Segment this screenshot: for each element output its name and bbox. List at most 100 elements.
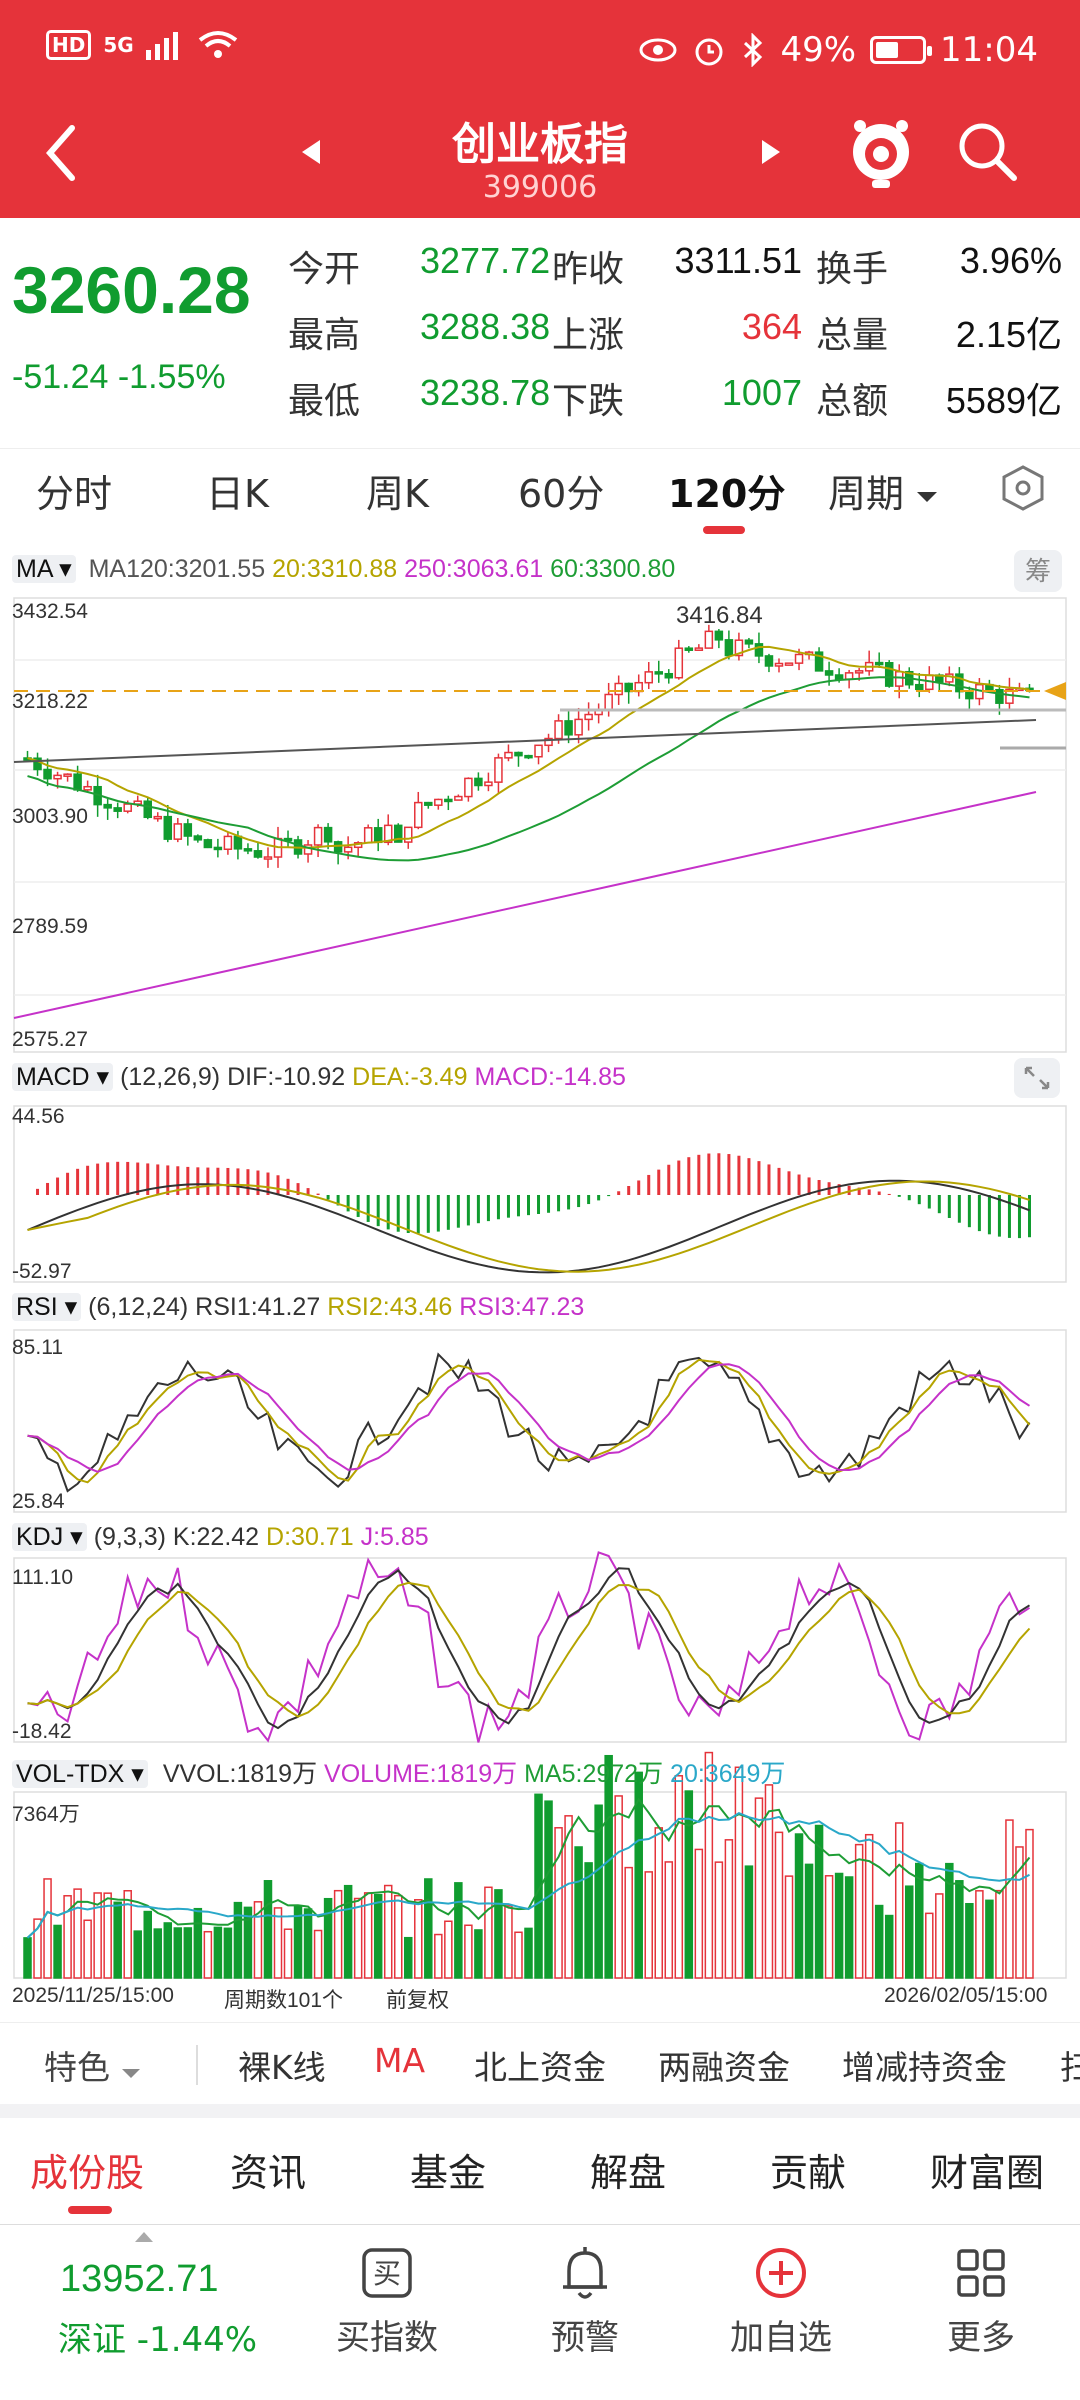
back-icon[interactable] [32,118,92,188]
candle-body [43,768,52,780]
candle-body [794,653,804,664]
quote-label-7: 下跌 [552,381,625,422]
candle-body [714,630,724,641]
kdj-selector[interactable]: KDJ ▾ [12,1523,87,1551]
feature-special[interactable]: 特色 [44,2041,141,2089]
tab-weekly-k[interactable]: 周K [366,472,429,516]
rsi-legend[interactable]: RSI ▾ (6,12,24) RSI1:41.27 RSI2:43.46 RS… [12,1292,584,1322]
quote-value-5: 2.15亿 [955,314,1062,355]
candle-body [323,826,333,843]
ma-selector[interactable]: MA ▾ MA120:3201.55 20:3310.88 250:3063.6… [12,554,675,584]
battery-text: 49% [780,30,857,70]
nav-more-label: 更多 [947,2318,1015,2358]
tab-constituents[interactable]: 成份股 [30,2151,145,2195]
quote-value-2: 3.96% [959,240,1062,281]
shenzhen-index-label[interactable]: 深证 -1.44% [58,2320,258,2360]
tab-analysis[interactable]: 解盘 [590,2151,667,2195]
feature-holding-change[interactable]: 增减持资金 [842,2048,1007,2087]
ma-button[interactable]: MA ▾ [12,555,76,583]
volume-bar [23,1937,32,1979]
volume-bar [844,1876,854,1979]
candle-body [664,672,674,679]
adjust-mode[interactable]: 前复权 [386,1989,449,2012]
quote-value-6: 3238.78 [420,372,551,413]
rsi1-line [27,1352,1031,1493]
next-index-icon[interactable] [756,132,786,172]
volume-bar [724,1839,734,1979]
feature-naked-k[interactable]: 裸K线 [238,2048,326,2087]
candle-body [534,744,543,758]
tab-news[interactable]: 资讯 [230,2151,307,2195]
chip-distribution-button[interactable]: 筹 [1014,550,1062,592]
volume-bar [644,1871,653,1979]
volume-bar [754,1797,764,1979]
rsi-selector[interactable]: RSI ▾ [12,1293,82,1321]
volume-bar [414,1899,423,1979]
volume-bar [73,1888,82,1979]
quote-value-7: 1007 [721,372,802,413]
volume-bar [273,1907,283,1979]
settings-hexagon-icon[interactable] [998,463,1048,513]
tab-wealth-circle[interactable]: 财富圈 [930,2151,1045,2195]
vol-legend[interactable]: VOL-TDX ▾ VVOL:1819万 VOLUME:1819万 MA5:29… [12,1754,785,1790]
candle-body [163,815,173,840]
assistant-mascot-icon[interactable] [846,112,916,192]
prev-index-icon[interactable] [296,132,326,172]
quote-label-4: 上涨 [552,315,625,356]
macd-legend[interactable]: MACD ▾ (12,26,9) DIF:-10.92 DEA:-3.49 MA… [12,1062,626,1092]
tab-period[interactable]: 周期 [828,463,938,518]
feature-more[interactable]: 扫 [1060,2048,1080,2087]
macd-selector[interactable]: MACD ▾ [12,1063,114,1091]
tab-daily-k[interactable]: 日K [206,472,269,516]
kline-chart-svg [13,597,1067,1979]
status-bar: HD 5G [0,0,1080,100]
ma60-value: 60:3300.80 [550,555,676,583]
svg-text:买: 买 [373,2257,401,2290]
candle-body [143,800,153,819]
feature-northbound[interactable]: 北上资金 [474,2048,606,2087]
nav-more[interactable]: 更多 [906,2240,1056,2359]
volume-bar [313,1929,323,1979]
volume-bar [594,1804,603,1979]
quote-label-2: 换手 [816,249,889,290]
quote-value-1: 3311.51 [674,240,802,281]
kdj-legend[interactable]: KDJ ▾ (9,3,3) K:22.42 D:30.71 J:5.85 [12,1522,429,1552]
nav-add-watchlist[interactable]: 加自选 [706,2240,856,2359]
kline-chart-area[interactable]: MA ▾ MA120:3201.55 20:3310.88 250:3063.6… [0,540,1080,2012]
macd-value: MACD:-14.85 [474,1063,626,1091]
candle-body [574,718,583,736]
expand-icon[interactable] [1014,1058,1060,1098]
bottom-bar [0,2224,1080,2400]
collapse-arrow-icon[interactable] [134,2230,154,2244]
candle-body [313,826,323,846]
candle-body [894,670,904,687]
tab-timeshare[interactable]: 分时 [36,472,113,516]
feature-ma[interactable]: MA [374,2041,426,2080]
candle-body [584,713,593,721]
shenzhen-index-value[interactable]: 13952.71 [60,2258,219,2300]
feature-margin[interactable]: 两融资金 [658,2048,790,2087]
candle-body [33,757,42,771]
tab-contribution[interactable]: 贡献 [770,2151,847,2195]
volume-bar [444,1920,453,1979]
volume-bar [1015,1846,1024,1979]
candle-body [494,757,503,783]
tab-60min[interactable]: 60分 [518,472,605,516]
vol-ma5-value: MA5:2972万 [524,1760,664,1788]
price-tick-4: 2789.59 [12,915,88,938]
tab-funds[interactable]: 基金 [410,2151,487,2195]
grid-icon [906,2240,1056,2306]
volume-bar [544,1800,553,1979]
vol-selector[interactable]: VOL-TDX ▾ [12,1760,148,1788]
volume-bar [744,1865,754,1979]
candle-body [624,682,633,693]
nav-buy-index[interactable]: 买 买指数 [312,2240,462,2359]
nav-alert[interactable]: 预警 [510,2240,660,2359]
alarm-icon [695,38,723,66]
search-icon[interactable] [954,118,1020,184]
tab-120min[interactable]: 120分 [668,472,786,516]
quote-value-0: 3277.72 [420,240,551,281]
volume-bar [163,1922,173,1979]
candle-body [884,662,894,687]
